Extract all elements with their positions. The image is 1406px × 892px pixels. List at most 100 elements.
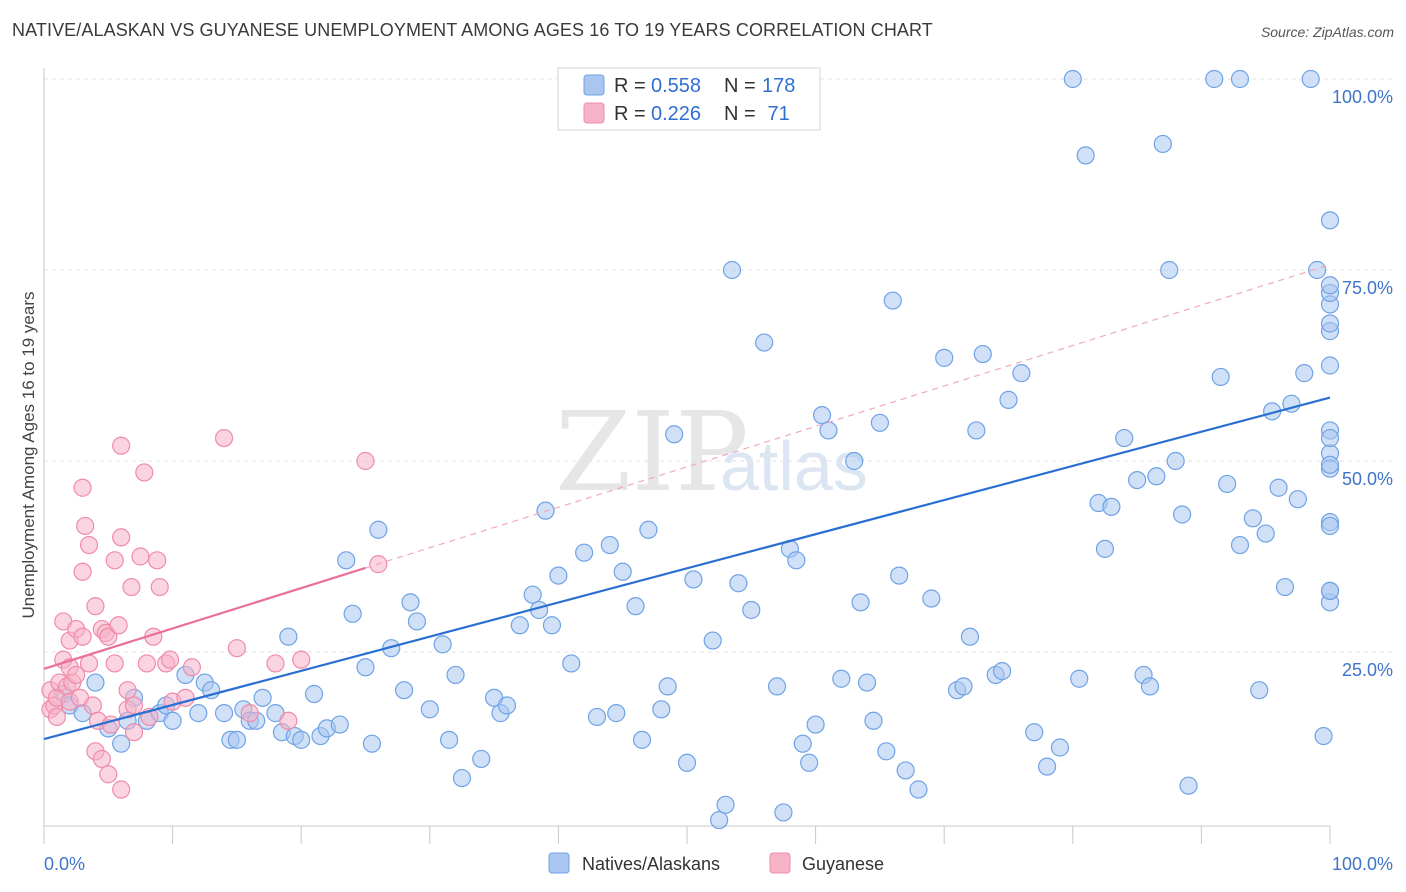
point-guyanese [124,696,144,715]
point-natives [1037,757,1057,776]
point-guyanese [92,749,111,769]
point-guyanese [279,711,298,730]
point-natives [722,260,742,280]
point-natives [536,501,555,520]
point-guyanese [73,562,92,581]
point-natives [864,711,883,730]
watermark-atlas: atlas [720,427,868,505]
point-natives [812,406,832,425]
legend-n-value-2: 71 [762,103,790,125]
legend-n-label-1: N = [724,75,756,97]
point-natives [729,574,748,593]
point-natives [800,753,819,772]
point-natives [851,593,870,612]
point-natives [626,597,645,616]
point-natives [613,562,632,581]
point-natives [1115,428,1134,448]
series-legend: Natives/Alaskans Guyanese [548,852,884,874]
point-natives [575,543,594,562]
point-guyanese [76,516,95,536]
point-natives [1160,260,1179,280]
point-natives [716,795,735,814]
point-natives [112,734,131,753]
data-points [41,69,1340,830]
watermark-zip: ZIP [555,388,749,516]
point-natives [337,551,356,570]
point-guyanese [47,707,66,727]
point-natives [742,600,761,620]
point-natives [787,551,806,570]
y-tick-labels: 25.0% 50.0% 75.0% 100.0% [1332,87,1393,680]
point-natives [632,730,652,749]
point-natives [1230,69,1250,89]
point-natives [992,661,1012,681]
point-natives [774,803,793,822]
series-legend-swatch-guyanese [769,852,791,874]
point-natives [1301,69,1320,89]
point-natives [1211,367,1230,387]
point-natives [935,348,954,367]
point-natives [510,616,529,635]
point-natives [401,593,420,612]
point-natives [832,669,851,688]
legend-r-value-2: 0.226 [651,103,701,125]
y-tick-label: 25.0% [1342,660,1393,680]
point-guyanese [150,577,169,597]
y-tick-label: 50.0% [1342,469,1393,489]
x-tick-label-1: 100.0% [1332,854,1393,874]
point-guyanese [118,681,137,700]
point-guyanese [356,451,375,471]
point-natives [1275,577,1295,597]
point-natives [1140,677,1160,696]
point-natives [710,810,729,830]
point-guyanese [137,654,156,673]
point-natives [857,673,877,692]
point-natives [600,535,619,555]
point-natives [253,688,272,707]
point-natives [1308,260,1327,280]
point-natives [703,631,722,650]
point-natives [523,585,542,604]
point-natives [394,681,414,700]
series-legend-swatch-natives [548,852,570,874]
point-natives [767,677,787,696]
point-natives [86,673,105,692]
point-guyanese [105,551,124,570]
point-natives [1314,726,1333,746]
point-guyanese [131,547,150,566]
point-natives [954,677,973,696]
point-guyanese [148,551,167,570]
point-natives [1256,524,1275,543]
point-guyanese [109,616,128,635]
point-guyanese [83,696,102,715]
point-guyanese [122,577,141,597]
point-natives [1320,516,1340,536]
stats-legend: R = 0.558 N = 178 R = 0.226 N = 71 [557,67,821,131]
point-natives [1205,69,1224,89]
y-tick-label: 75.0% [1342,278,1393,298]
point-natives [1230,535,1250,555]
point-natives [967,421,986,440]
point-natives [433,635,452,654]
point-natives [1076,146,1095,165]
y-tick-label: 100.0% [1332,87,1393,107]
point-guyanese [160,650,180,669]
point-natives [1320,211,1340,230]
trend-line-guyanese-extended [365,264,1331,569]
point-guyanese [182,658,201,677]
series-legend-label-guyanese: Guyanese [802,854,884,874]
y-axis-title: Unemployment Among Ages 16 to 19 years [19,292,38,619]
point-natives [877,742,896,761]
point-natives [1050,738,1070,757]
point-natives [549,566,568,585]
grid-lines [44,78,1393,653]
point-natives [793,734,812,753]
point-natives [163,711,182,730]
point-natives [1179,776,1198,795]
chart-title: NATIVE/ALASKAN VS GUYANESE UNEMPLOYMENT … [12,20,933,40]
point-natives [755,333,774,352]
legend-r-value-1: 0.558 [651,75,701,97]
point-natives [1095,539,1115,558]
point-natives [362,734,382,753]
